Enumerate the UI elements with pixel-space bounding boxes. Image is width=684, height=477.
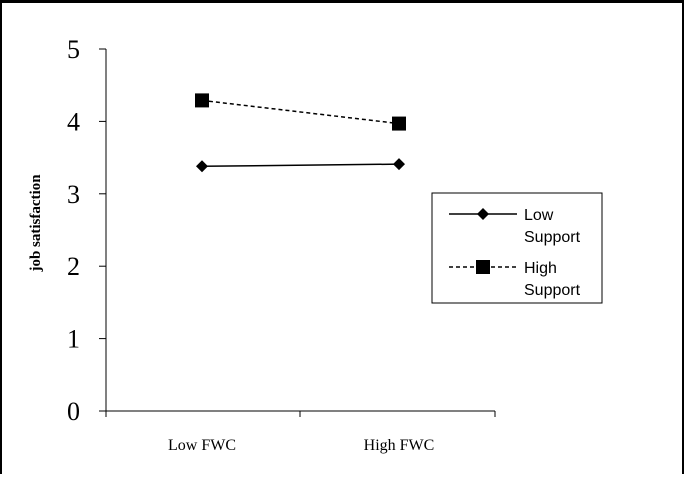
y-ticks: 0 1 2 3 4 5 <box>67 35 106 426</box>
square-point <box>392 116 406 131</box>
legend-marker <box>477 208 489 220</box>
legend: Low Support High Support <box>431 192 603 304</box>
x-tick-label: High FWC <box>364 437 435 454</box>
y-tick-label: 1 <box>67 325 80 354</box>
series-group <box>195 93 406 173</box>
diamond-point <box>196 160 208 173</box>
square-point <box>195 93 209 108</box>
legend-label: Support <box>524 229 581 246</box>
y-tick-label: 2 <box>67 252 80 281</box>
series-high-support <box>195 93 406 131</box>
series-line <box>201 99 400 125</box>
y-tick-label: 4 <box>67 107 80 136</box>
legend-item: High Support <box>449 260 581 299</box>
legend-box <box>431 192 603 304</box>
legend-marker <box>476 260 490 274</box>
x-tick-label: Low FWC <box>168 437 236 454</box>
y-axis-label: job satisfaction <box>28 174 44 273</box>
y-tick-label: 5 <box>67 35 80 64</box>
y-tick-label: 0 <box>67 397 80 426</box>
legend-item: Low Support <box>449 207 581 246</box>
series-line <box>201 163 400 168</box>
legend-label: Support <box>524 282 581 299</box>
legend-label: High <box>524 260 557 277</box>
x-ticks: Low FWC High FWC <box>105 411 496 454</box>
legend-items: Low Support High Support <box>449 207 581 299</box>
diamond-point <box>393 158 405 171</box>
series-low-support <box>196 158 405 173</box>
legend-label: Low <box>524 207 554 224</box>
y-tick-label: 3 <box>67 180 80 209</box>
